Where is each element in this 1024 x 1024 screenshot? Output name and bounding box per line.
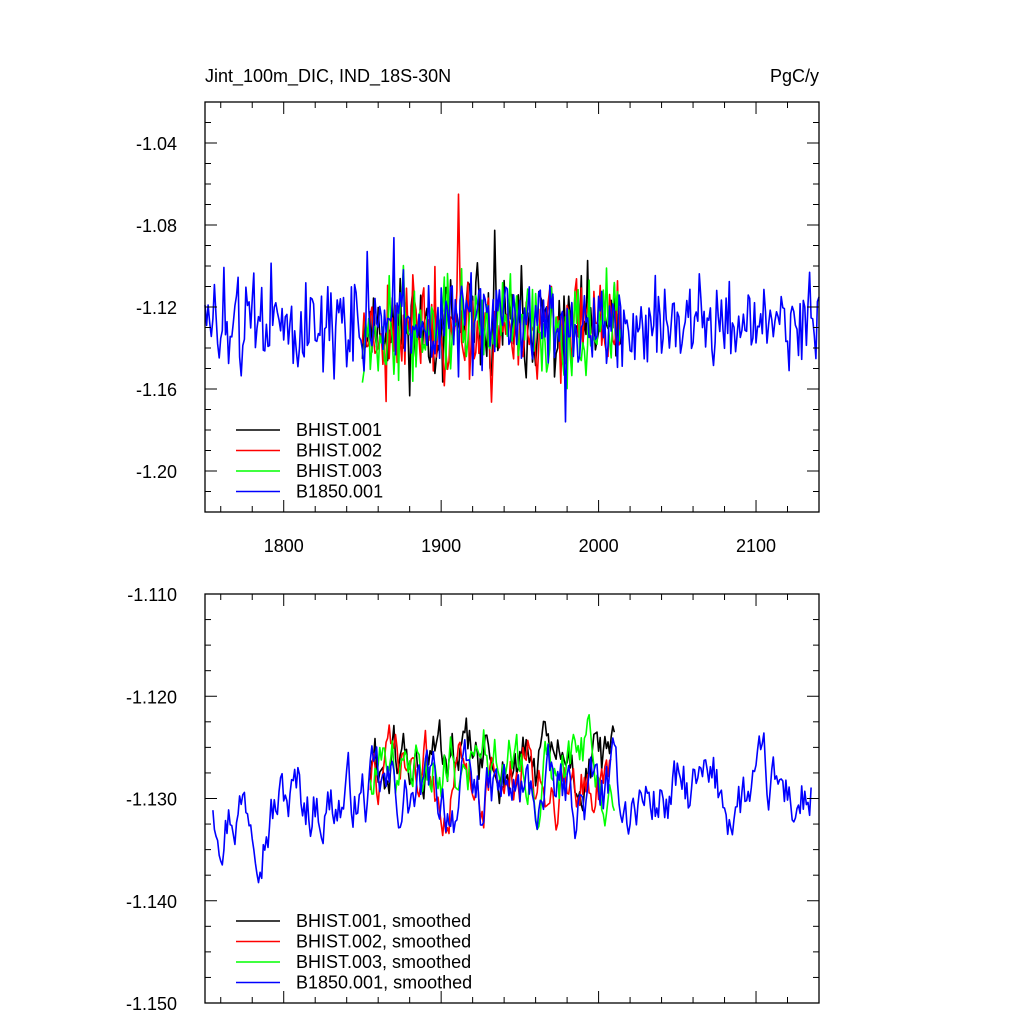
bottom-panel: -1.110 -1.120 -1.130 -1.140 -1.150 BHIST.001,… — [126, 585, 820, 1014]
top-panel: 1800 1900 2000 2100 -1.04 -1.08 -1.12 -1.16 -1.2… — [136, 101, 820, 556]
y-tick-label: -1.110 — [127, 585, 177, 605]
legend-label: BHIST.002 — [296, 441, 382, 461]
x-tick-label: 2000 — [579, 536, 619, 556]
y-tick-label: -1.20 — [136, 462, 177, 482]
series-line-3 — [212, 732, 812, 884]
legend-label: B1850.001 — [296, 482, 383, 502]
legend-label: BHIST.001 — [296, 420, 382, 440]
x-tick-label: 1800 — [264, 536, 304, 556]
y-tick-label: -1.140 — [126, 892, 177, 912]
y-tick-label: -1.08 — [136, 216, 177, 236]
top-panel-title: Jint_100m_DIC, IND_18S-30N — [205, 66, 451, 87]
y-tick-label: -1.150 — [126, 994, 177, 1014]
legend-label: BHIST.001, smoothed — [296, 911, 471, 931]
x-tick-label: 1900 — [421, 536, 461, 556]
legend-label: BHIST.002, smoothed — [296, 932, 471, 952]
y-tick-label: -1.16 — [136, 380, 177, 400]
y-tick-label: -1.04 — [136, 134, 177, 154]
y-tick-label: -1.12 — [136, 298, 177, 318]
series-line-2 — [369, 714, 616, 831]
legend-label: BHIST.003 — [296, 461, 382, 481]
y-tick-label: -1.120 — [126, 687, 177, 707]
legend-label: B1850.001, smoothed — [296, 973, 472, 993]
x-tick-label: 2100 — [736, 536, 776, 556]
legend-label: BHIST.003, smoothed — [296, 952, 471, 972]
y-tick-label: -1.130 — [126, 790, 177, 810]
top-panel-units: PgC/y — [770, 66, 819, 86]
series-line-3 — [204, 236, 820, 423]
